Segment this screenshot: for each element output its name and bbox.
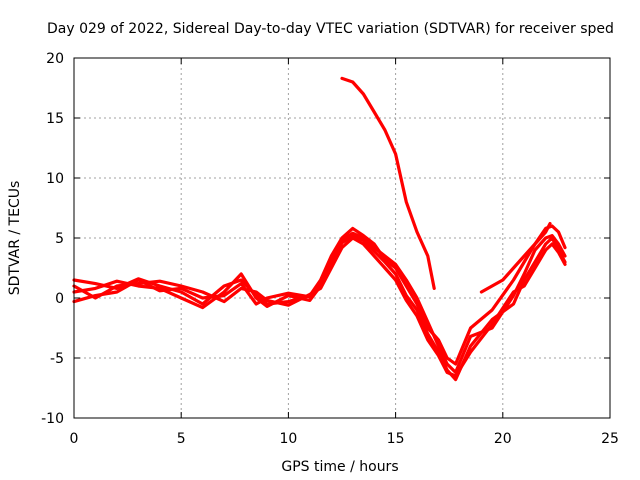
series-line-trace-3 bbox=[72, 231, 567, 374]
y-tick-label: 10 bbox=[46, 171, 64, 187]
y-axis-title: SDTVAR / TECUs bbox=[7, 181, 23, 296]
series-line-trace-4 bbox=[72, 236, 567, 378]
series-line-trace-2 bbox=[72, 234, 567, 382]
series-line-trace-1 bbox=[72, 224, 567, 366]
x-tick-label: 5 bbox=[177, 431, 186, 447]
y-tick-label: -10 bbox=[41, 411, 64, 427]
series-line-trace-5 bbox=[340, 76, 436, 290]
y-tick-label: 0 bbox=[55, 291, 64, 307]
y-tick-label: 15 bbox=[46, 111, 64, 127]
x-axis-title: GPS time / hours bbox=[281, 459, 398, 475]
x-tick-label: 0 bbox=[70, 431, 79, 447]
y-tick-label: 5 bbox=[55, 231, 64, 247]
grid bbox=[74, 58, 610, 418]
series-line-trace-6 bbox=[479, 222, 552, 294]
x-tick-label: 20 bbox=[494, 431, 512, 447]
series-group bbox=[72, 76, 567, 382]
ticks: 0 5 10 15 20 25 -10 -5 0 5 10 15 20 bbox=[41, 51, 619, 447]
y-tick-label: 20 bbox=[46, 51, 64, 67]
y-tick-label: -5 bbox=[50, 351, 64, 367]
x-tick-label: 15 bbox=[387, 431, 405, 447]
chart-title: Day 029 of 2022, Sidereal Day-to-day VTE… bbox=[47, 21, 614, 37]
x-tick-label: 25 bbox=[601, 431, 619, 447]
x-tick-label: 10 bbox=[279, 431, 297, 447]
